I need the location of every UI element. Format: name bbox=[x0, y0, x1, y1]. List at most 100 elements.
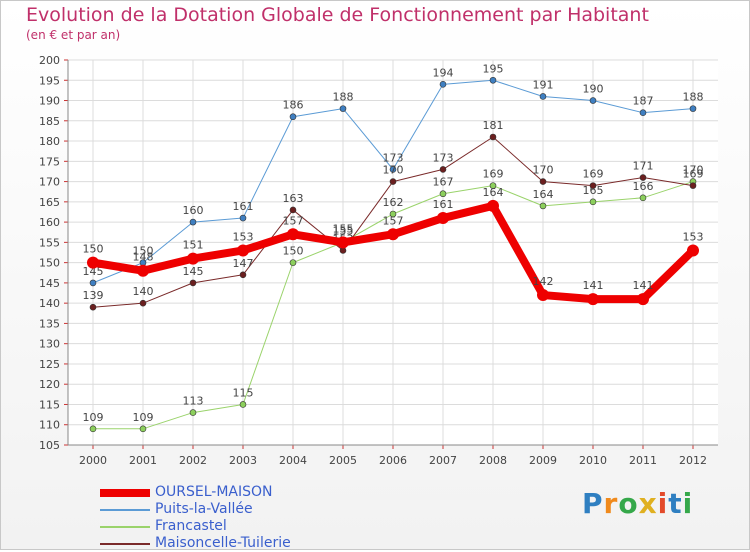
data-label: 161 bbox=[433, 198, 454, 211]
data-label: 195 bbox=[483, 62, 504, 75]
data-point bbox=[289, 259, 297, 266]
y-tick-label: 115 bbox=[39, 398, 60, 411]
data-label: 171 bbox=[633, 160, 654, 173]
x-tick-label: 2010 bbox=[579, 454, 607, 467]
data-label: 169 bbox=[683, 168, 704, 181]
x-tick-label: 2002 bbox=[179, 454, 207, 467]
data-point bbox=[339, 247, 347, 254]
data-label: 141 bbox=[633, 279, 654, 292]
y-tick-label: 140 bbox=[39, 297, 60, 310]
data-point bbox=[139, 425, 147, 433]
data-label: 139 bbox=[83, 289, 104, 302]
legend-label: Francastel bbox=[155, 518, 227, 534]
data-point bbox=[539, 178, 547, 185]
y-tick-label: 105 bbox=[39, 439, 60, 452]
x-tick-label: 2005 bbox=[329, 454, 357, 467]
data-point bbox=[389, 178, 397, 185]
y-tick-label: 185 bbox=[39, 115, 60, 128]
x-tick-label: 2009 bbox=[529, 454, 557, 467]
data-point bbox=[687, 244, 699, 257]
y-tick-label: 170 bbox=[39, 176, 60, 189]
data-label: 163 bbox=[283, 192, 304, 205]
legend-item: Francastel bbox=[100, 518, 400, 535]
data-point bbox=[489, 182, 497, 189]
legend-swatch bbox=[100, 543, 150, 545]
data-label: 142 bbox=[533, 275, 554, 288]
data-label: 153 bbox=[233, 230, 254, 243]
data-point bbox=[139, 299, 147, 307]
data-label: 170 bbox=[683, 164, 704, 177]
data-label: 160 bbox=[183, 204, 204, 217]
data-label: 166 bbox=[633, 180, 654, 193]
x-tick-label: 2003 bbox=[229, 454, 257, 467]
x-tick-label: 2000 bbox=[79, 454, 107, 467]
data-point bbox=[589, 198, 597, 206]
y-tick-label: 180 bbox=[39, 135, 60, 148]
data-label: 155 bbox=[333, 224, 354, 237]
data-point bbox=[89, 303, 97, 311]
legend-item: OURSEL-MAISON bbox=[100, 484, 400, 501]
data-label: 157 bbox=[283, 214, 304, 227]
data-label: 151 bbox=[183, 239, 204, 252]
data-point bbox=[137, 264, 149, 277]
x-tick-label: 2001 bbox=[129, 454, 157, 467]
data-label: 113 bbox=[183, 395, 204, 408]
data-point bbox=[639, 194, 647, 202]
y-tick-label: 125 bbox=[39, 358, 60, 371]
chart-subtitle: (en € et par an) bbox=[26, 28, 121, 42]
data-label: 148 bbox=[133, 251, 154, 264]
data-label: 150 bbox=[133, 245, 154, 258]
data-point bbox=[639, 174, 647, 181]
legend-item: Puits-la-Vallée bbox=[100, 501, 400, 518]
data-label: 155 bbox=[333, 222, 354, 235]
x-tick-label: 2008 bbox=[479, 454, 507, 467]
x-tick-label: 2007 bbox=[429, 454, 457, 467]
y-tick-label: 200 bbox=[39, 54, 60, 67]
data-point bbox=[289, 113, 297, 121]
legend-item: Maisoncelle-Tuilerie bbox=[100, 535, 400, 552]
data-label: 181 bbox=[483, 119, 504, 132]
legend-swatch bbox=[100, 489, 150, 497]
data-point bbox=[387, 228, 399, 241]
data-point bbox=[337, 236, 349, 249]
data-label: 115 bbox=[233, 386, 254, 399]
data-label: 161 bbox=[233, 200, 254, 213]
y-tick-label: 165 bbox=[39, 196, 60, 209]
data-label: 188 bbox=[683, 91, 704, 104]
data-point bbox=[389, 166, 397, 173]
data-point bbox=[637, 293, 649, 306]
data-label: 141 bbox=[583, 279, 604, 292]
data-point bbox=[289, 206, 297, 214]
line-chart: 105 110 115 120 125 130 135 140 145 150 155 160 165 1… bbox=[39, 54, 718, 467]
y-tick-label: 150 bbox=[39, 257, 60, 270]
data-label: 194 bbox=[433, 66, 454, 79]
data-point bbox=[189, 279, 197, 287]
data-label: 169 bbox=[583, 168, 604, 181]
data-label: 173 bbox=[383, 151, 404, 164]
data-label: 162 bbox=[383, 196, 404, 209]
y-tick-label: 130 bbox=[39, 338, 60, 351]
data-point bbox=[389, 210, 397, 218]
data-point bbox=[239, 214, 247, 222]
proxiti-logo: Proxiti bbox=[582, 487, 694, 520]
data-point bbox=[87, 256, 99, 269]
data-point bbox=[437, 212, 449, 225]
data-label: 186 bbox=[283, 99, 304, 112]
legend-swatch bbox=[100, 509, 150, 511]
data-point bbox=[89, 279, 97, 287]
data-label: 187 bbox=[633, 95, 654, 108]
y-tick-label: 110 bbox=[39, 419, 60, 432]
data-label: 173 bbox=[433, 151, 454, 164]
y-tick-label: 195 bbox=[39, 74, 60, 87]
data-point bbox=[587, 293, 599, 306]
data-point bbox=[439, 166, 447, 173]
data-label: 109 bbox=[133, 411, 154, 424]
data-point bbox=[239, 271, 247, 279]
data-point bbox=[89, 425, 97, 433]
y-tick-label: 175 bbox=[39, 155, 60, 168]
data-point bbox=[439, 81, 447, 88]
data-point bbox=[689, 105, 697, 112]
data-label: 145 bbox=[183, 265, 204, 278]
data-point bbox=[189, 409, 197, 416]
data-label: 167 bbox=[433, 176, 454, 189]
